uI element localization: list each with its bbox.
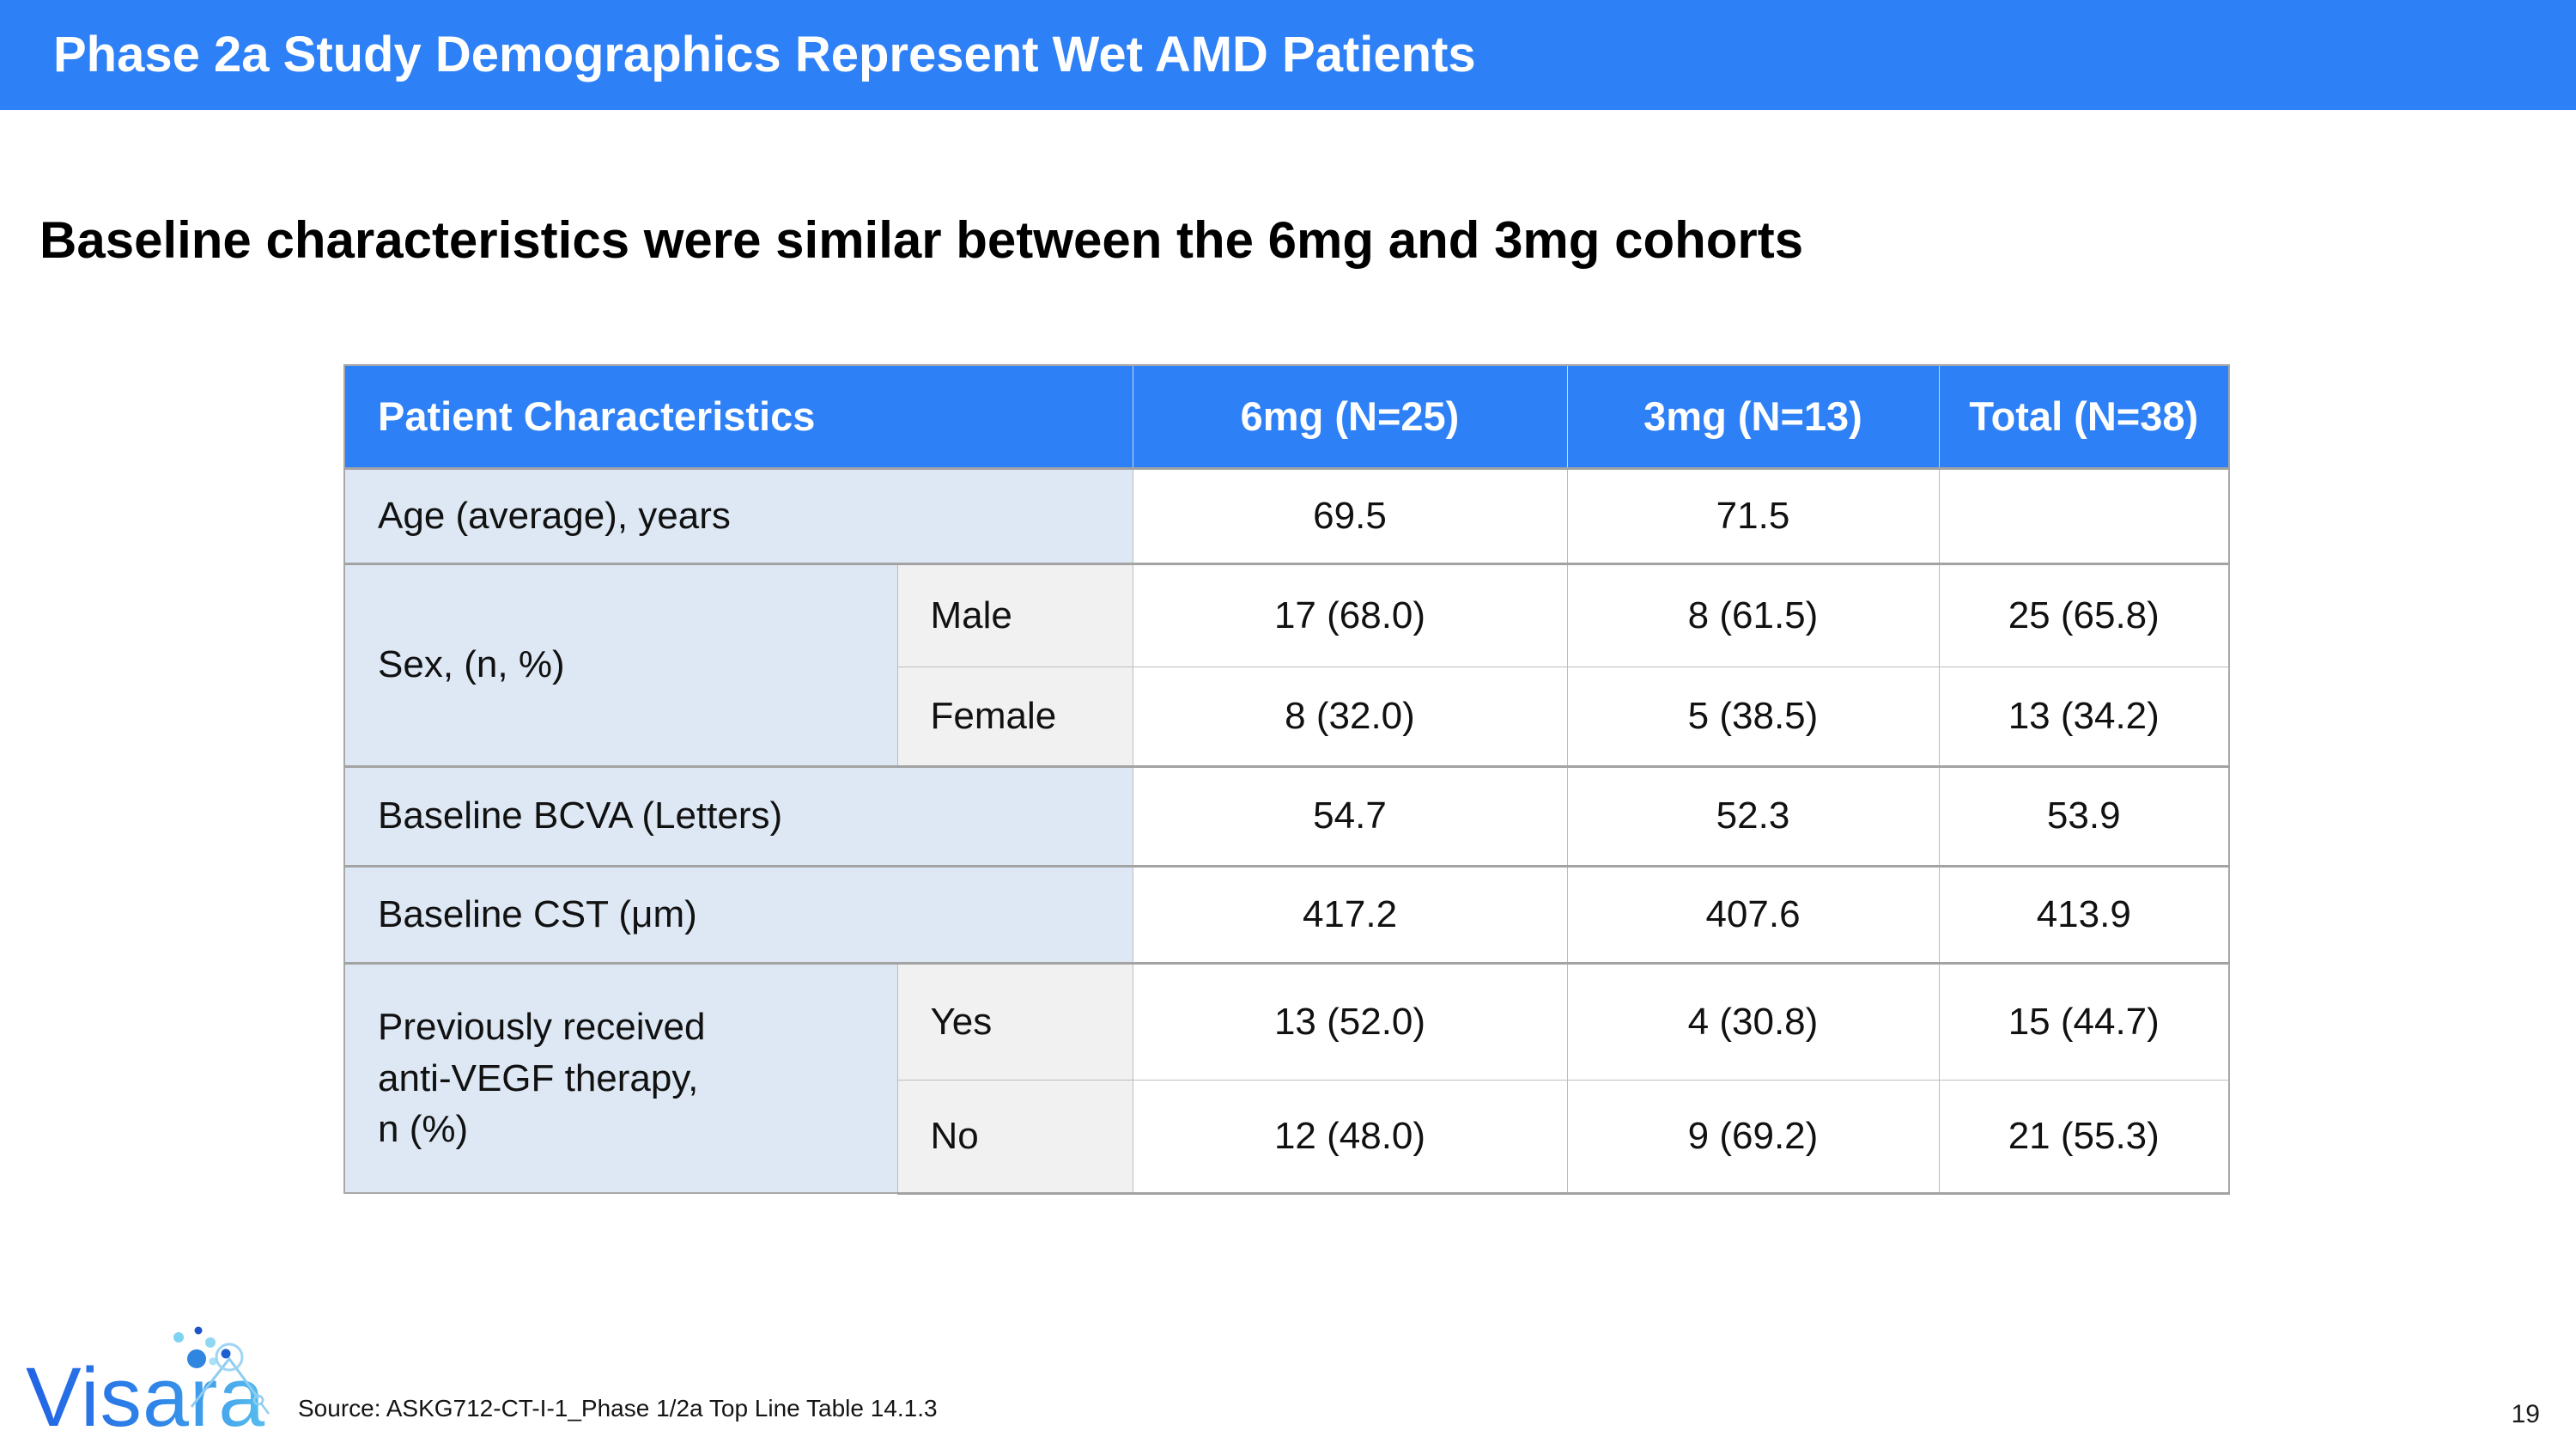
sex-male-total: 25 (65.8): [1938, 562, 2230, 667]
cst-3mg: 407.6: [1566, 864, 1940, 964]
cst-total: 413.9: [1938, 864, 2230, 964]
cst-6mg: 417.2: [1132, 864, 1568, 964]
sex-female-total: 13 (34.2): [1938, 666, 2230, 767]
vegf-yes-6mg: 13 (52.0): [1132, 961, 1568, 1081]
table-row-sex-female: Female 8 (32.0) 5 (38.5) 13 (34.2): [344, 666, 2230, 767]
cst-label: Baseline CST (μm): [343, 864, 1133, 964]
table-row-bcva: Baseline BCVA (Letters) 54.7 52.3 53.9: [343, 764, 2230, 867]
table-row-sex-male: Sex, (n, %) Male 17 (68.0) 8 (61.5) 25 (…: [343, 562, 2230, 767]
bcva-3mg: 52.3: [1566, 764, 1940, 867]
visara-logo: Visara: [26, 1323, 318, 1443]
vegf-yes-label: Yes: [896, 961, 1133, 1081]
table-row-cst: Baseline CST (μm) 417.2 407.6 413.9: [343, 864, 2230, 964]
vegf-yes-3mg: 4 (30.8): [1566, 961, 1940, 1081]
title-bar: Phase 2a Study Demographics Represent We…: [0, 0, 2576, 110]
sex-female-label: Female: [896, 666, 1133, 767]
vegf-no-label: No: [896, 1079, 1133, 1195]
page-number: 19: [2511, 1400, 2540, 1428]
table-row-age: Age (average), years 69.5 71.5: [343, 466, 2230, 564]
age-6mg: 69.5: [1132, 466, 1568, 564]
header-patient-characteristics: Patient Characteristics: [343, 364, 1133, 469]
sex-label: Sex, (n, %): [343, 562, 898, 767]
table-row-vegf-no: No 12 (48.0) 9 (69.2) 21 (55.3): [344, 1079, 2230, 1195]
slide-title: Phase 2a Study Demographics Represent We…: [53, 27, 1476, 82]
demographics-table: Patient Characteristics 6mg (N=25) 3mg (…: [343, 364, 2230, 1195]
visara-logo-bubbles-icon: [173, 1326, 270, 1415]
table-header-row: Patient Characteristics 6mg (N=25) 3mg (…: [343, 364, 2230, 469]
age-total: [1938, 466, 2230, 564]
sex-female-6mg: 8 (32.0): [1132, 666, 1568, 767]
sex-female-3mg: 5 (38.5): [1566, 666, 1940, 767]
vegf-yes-total: 15 (44.7): [1938, 961, 2230, 1081]
header-6mg: 6mg (N=25): [1132, 364, 1568, 469]
vegf-no-total: 21 (55.3): [1938, 1079, 2230, 1195]
bcva-total: 53.9: [1938, 764, 2230, 867]
vegf-no-3mg: 9 (69.2): [1566, 1079, 1940, 1195]
age-3mg: 71.5: [1566, 466, 1940, 564]
vegf-no-6mg: 12 (48.0): [1132, 1079, 1568, 1195]
slide-subtitle: Baseline characteristics were similar be…: [39, 211, 1804, 269]
sex-male-3mg: 8 (61.5): [1566, 562, 1940, 667]
sex-male-6mg: 17 (68.0): [1132, 562, 1568, 667]
bcva-6mg: 54.7: [1132, 764, 1568, 867]
header-3mg: 3mg (N=13): [1566, 364, 1940, 469]
table-row-vegf-yes: Previously received anti-VEGF therapy, n…: [343, 961, 2230, 1194]
bcva-label: Baseline BCVA (Letters): [343, 764, 1133, 867]
source-citation: Source: ASKG712-CT-I-1_Phase 1/2a Top Li…: [298, 1395, 938, 1422]
header-total: Total (N=38): [1938, 364, 2230, 469]
vegf-label: Previously received anti-VEGF therapy, n…: [343, 961, 898, 1194]
sex-male-label: Male: [896, 562, 1133, 667]
age-label: Age (average), years: [343, 466, 1133, 564]
